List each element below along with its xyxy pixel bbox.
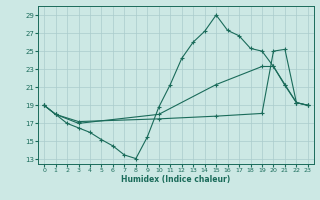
X-axis label: Humidex (Indice chaleur): Humidex (Indice chaleur) xyxy=(121,175,231,184)
